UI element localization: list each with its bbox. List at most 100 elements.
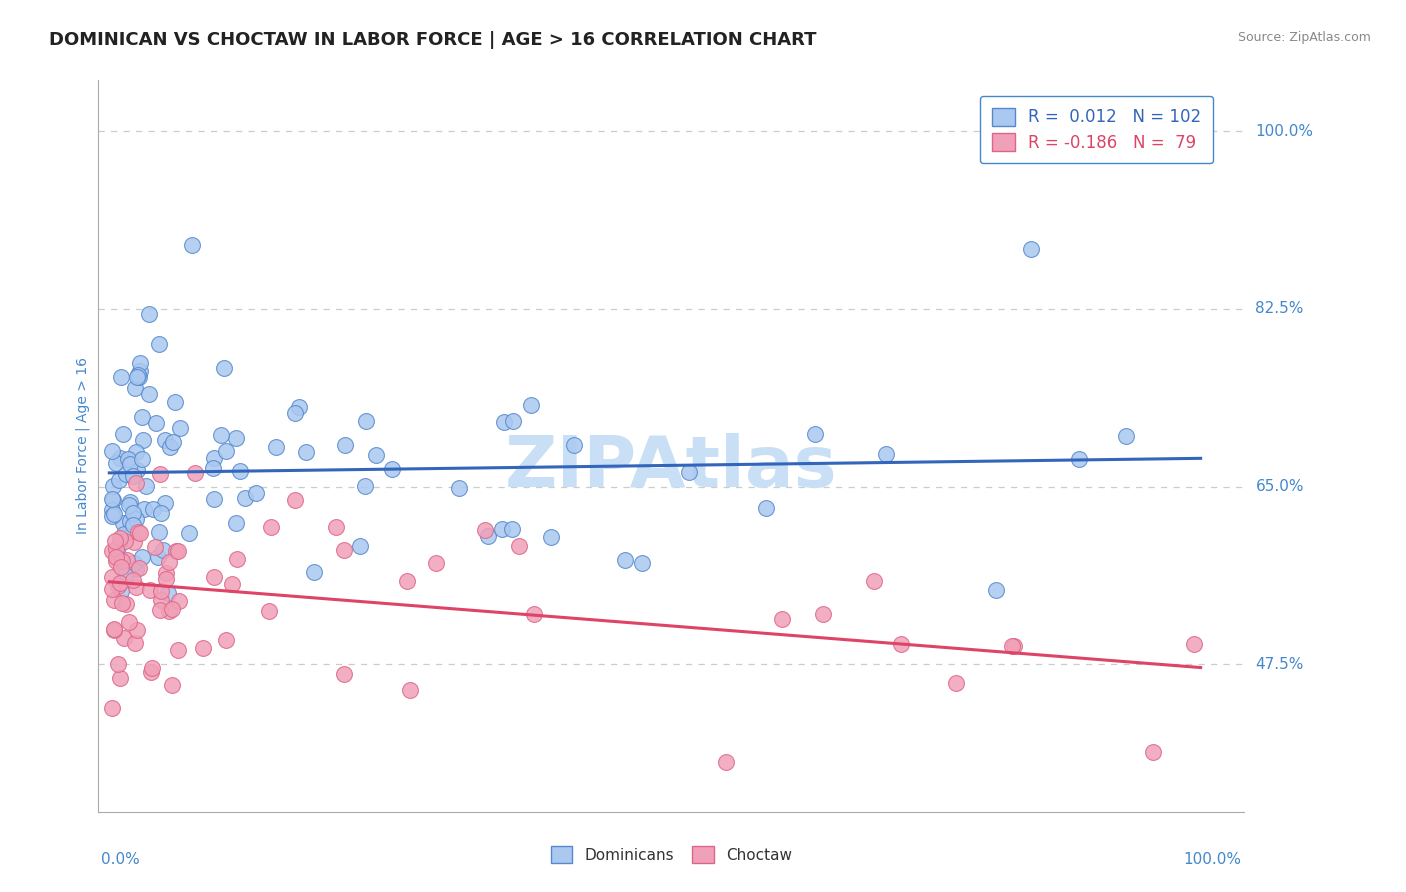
Point — [259, 604, 281, 618]
Point — [128, 560, 150, 574]
Point — [108, 473, 131, 487]
Point — [127, 370, 149, 384]
Point — [135, 479, 157, 493]
Point — [155, 573, 177, 587]
Point — [508, 539, 530, 553]
Point — [138, 387, 160, 401]
Point — [128, 356, 150, 370]
Point — [540, 530, 562, 544]
Point — [890, 637, 912, 651]
Point — [492, 415, 515, 429]
Point — [491, 522, 513, 536]
Point — [1002, 639, 1025, 653]
Legend: Dominicans, Choctaw: Dominicans, Choctaw — [540, 836, 803, 873]
Point — [103, 507, 125, 521]
Point — [166, 643, 188, 657]
Point — [162, 678, 184, 692]
Point — [148, 524, 170, 539]
Point — [110, 583, 132, 598]
Point — [149, 583, 172, 598]
Point — [191, 641, 214, 656]
Point — [103, 622, 125, 636]
Point — [474, 523, 496, 537]
Point — [803, 426, 825, 441]
Point — [145, 416, 167, 430]
Point — [152, 542, 174, 557]
Point — [110, 560, 132, 574]
Point — [118, 615, 141, 629]
Point — [714, 755, 737, 769]
Point — [520, 398, 543, 412]
Point — [100, 491, 122, 506]
Point — [132, 433, 155, 447]
Point — [332, 667, 354, 681]
Point — [111, 554, 134, 568]
Point — [149, 602, 172, 616]
Point — [118, 514, 141, 528]
Point — [142, 502, 165, 516]
Point — [770, 612, 793, 626]
Point — [364, 448, 387, 462]
Point — [108, 531, 131, 545]
Point — [100, 701, 122, 715]
Text: 82.5%: 82.5% — [1256, 301, 1303, 317]
Point — [139, 665, 162, 680]
Point — [143, 540, 166, 554]
Point — [128, 363, 150, 377]
Point — [122, 535, 145, 549]
Point — [523, 607, 546, 622]
Point — [225, 432, 247, 446]
Point — [121, 506, 143, 520]
Point — [167, 593, 190, 607]
Point — [287, 400, 309, 414]
Point — [112, 426, 135, 441]
Point — [202, 491, 225, 506]
Point — [120, 495, 142, 509]
Point — [162, 602, 184, 616]
Point — [229, 464, 252, 478]
Point — [108, 450, 131, 465]
Point — [108, 671, 131, 685]
Point — [101, 479, 124, 493]
Point — [124, 381, 146, 395]
Point — [131, 410, 153, 425]
Point — [349, 539, 371, 553]
Point — [159, 555, 181, 569]
Point — [183, 466, 205, 480]
Point — [122, 469, 145, 483]
Point — [131, 451, 153, 466]
Text: 47.5%: 47.5% — [1256, 657, 1303, 672]
Point — [226, 552, 249, 566]
Point — [138, 308, 160, 322]
Point — [124, 444, 146, 458]
Point — [100, 444, 122, 458]
Point — [169, 421, 191, 435]
Point — [159, 440, 181, 454]
Y-axis label: In Labor Force | Age > 16: In Labor Force | Age > 16 — [76, 358, 90, 534]
Point — [150, 506, 173, 520]
Point — [103, 623, 125, 637]
Point — [302, 565, 325, 579]
Point — [108, 576, 131, 591]
Point — [127, 368, 149, 382]
Point — [146, 549, 169, 564]
Point — [294, 444, 316, 458]
Point — [180, 238, 202, 252]
Point — [159, 604, 181, 618]
Point — [225, 516, 247, 531]
Point — [212, 360, 235, 375]
Point — [1001, 639, 1024, 653]
Point — [124, 636, 146, 650]
Text: ZIPAtlas: ZIPAtlas — [505, 434, 838, 502]
Point — [325, 520, 347, 534]
Point — [209, 427, 232, 442]
Point — [124, 562, 146, 576]
Point — [354, 414, 377, 428]
Point — [114, 568, 136, 582]
Point — [103, 593, 125, 607]
Point — [399, 682, 422, 697]
Point — [354, 479, 377, 493]
Point — [613, 553, 636, 567]
Point — [118, 498, 141, 512]
Point — [149, 592, 172, 607]
